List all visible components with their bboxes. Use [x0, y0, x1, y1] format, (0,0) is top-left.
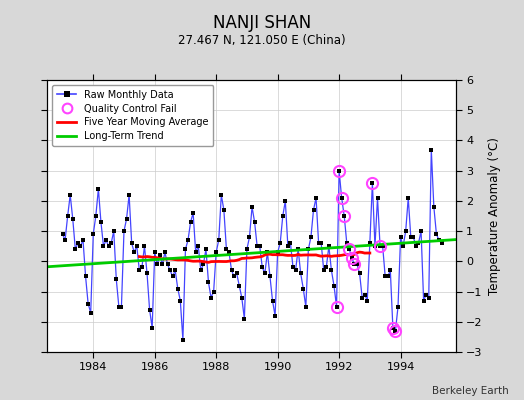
Legend: Raw Monthly Data, Quality Control Fail, Five Year Moving Average, Long-Term Tren: Raw Monthly Data, Quality Control Fail, … — [52, 85, 213, 146]
Text: NANJI SHAN: NANJI SHAN — [213, 14, 311, 32]
Text: Berkeley Earth: Berkeley Earth — [432, 386, 508, 396]
Text: 27.467 N, 121.050 E (China): 27.467 N, 121.050 E (China) — [178, 34, 346, 47]
Y-axis label: Temperature Anomaly (°C): Temperature Anomaly (°C) — [488, 137, 501, 295]
